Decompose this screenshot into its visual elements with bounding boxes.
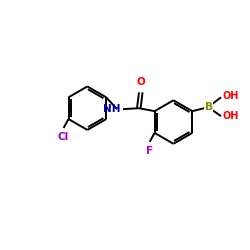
Text: B: B [204,102,212,112]
Text: OH: OH [223,91,239,101]
Text: O: O [136,78,145,88]
Text: NH: NH [104,104,121,114]
Text: OH: OH [223,111,239,121]
Text: Cl: Cl [58,132,69,142]
Text: F: F [146,146,153,156]
